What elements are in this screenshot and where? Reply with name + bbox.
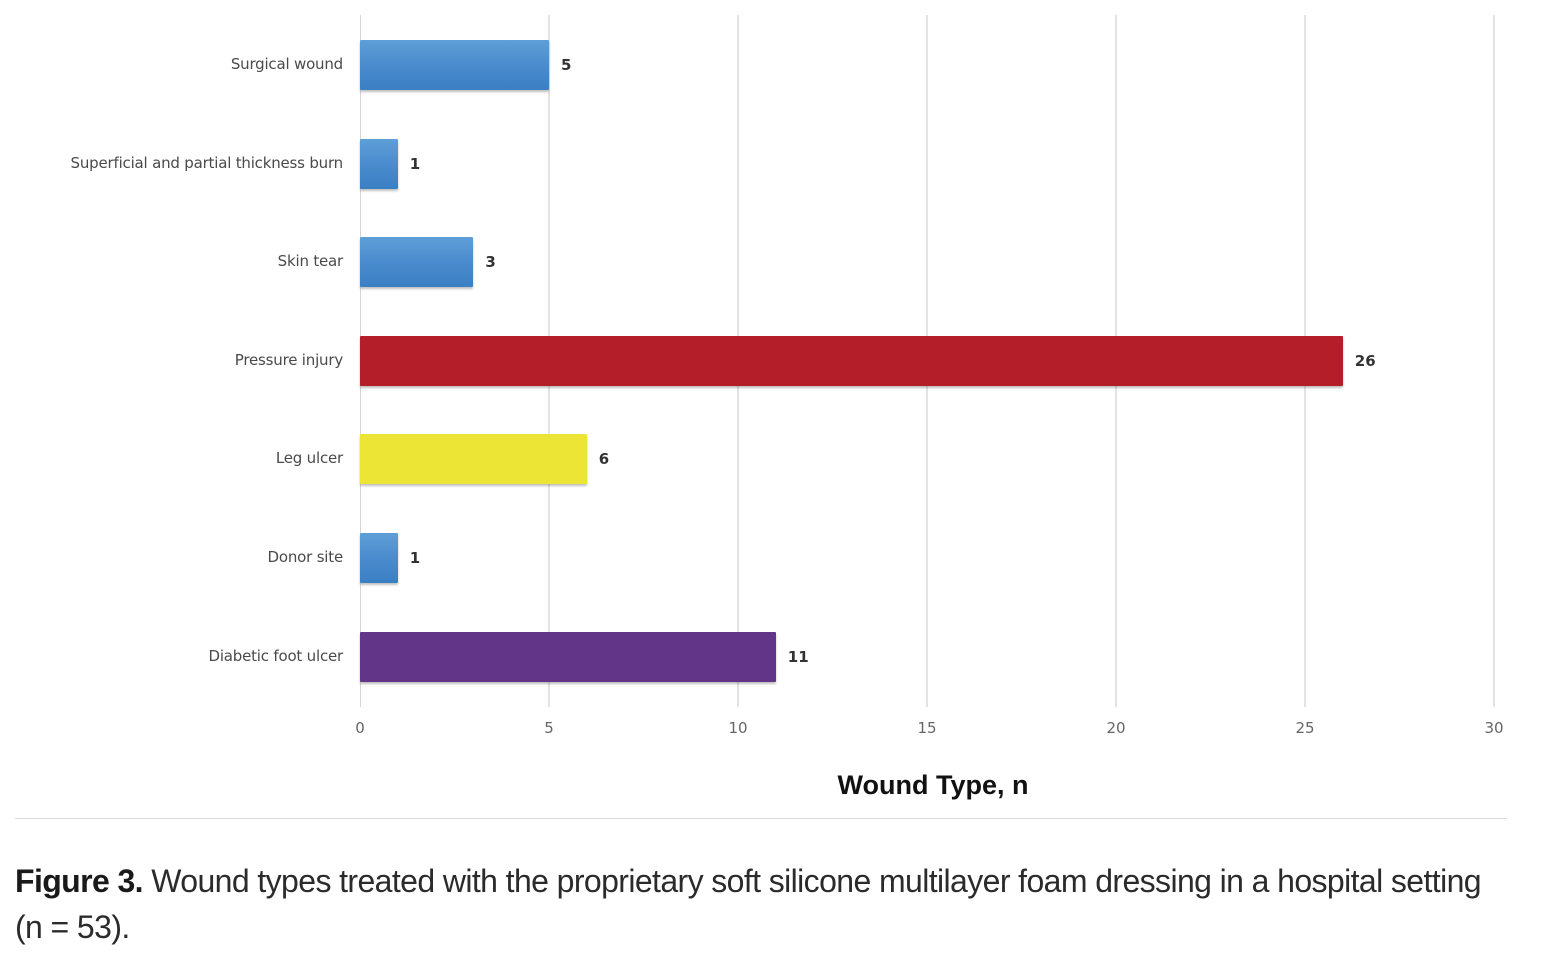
category-label: Leg ulcer bbox=[275, 449, 343, 468]
bar bbox=[360, 335, 1343, 386]
bar bbox=[360, 631, 776, 682]
figure-label: Figure 3. bbox=[15, 863, 144, 899]
data-label: 1 bbox=[409, 549, 421, 567]
category-label: Pressure injury bbox=[234, 350, 343, 369]
bar bbox=[360, 533, 398, 583]
data-label: 3 bbox=[485, 253, 496, 272]
category-label: Donor site bbox=[267, 548, 344, 566]
x-tick-label: 15 bbox=[917, 719, 937, 737]
bar bbox=[360, 138, 398, 189]
bar bbox=[360, 237, 474, 288]
x-tick-label: 20 bbox=[1106, 719, 1126, 737]
x-axis-title: Wound Type, n bbox=[837, 770, 1029, 800]
gridline bbox=[1493, 15, 1495, 707]
caption-divider bbox=[15, 818, 1507, 819]
data-label: 5 bbox=[561, 56, 572, 74]
x-tick-label: 5 bbox=[544, 719, 554, 737]
x-tick-label: 10 bbox=[728, 719, 748, 737]
bar bbox=[360, 434, 587, 485]
x-tick-label: 0 bbox=[355, 719, 365, 737]
bar bbox=[360, 40, 549, 90]
category-label: Surgical wound bbox=[230, 55, 343, 73]
figure-caption: Figure 3. Wound types treated with the p… bbox=[15, 858, 1515, 950]
category-label: Superficial and partial thickness burn bbox=[70, 153, 344, 172]
data-label: 26 bbox=[1354, 351, 1376, 370]
data-label: 6 bbox=[598, 450, 610, 469]
x-tick-label: 25 bbox=[1295, 719, 1315, 737]
data-label: 1 bbox=[409, 154, 421, 173]
caption-text: Wound types treated with the proprietary… bbox=[15, 863, 1482, 945]
category-label: Diabetic foot ulcer bbox=[208, 646, 343, 665]
category-label: Skin tear bbox=[277, 252, 344, 271]
bar-chart: 5 1 3 26 6 1 11 0 5 10 15 20 25 30 Wound Type, n Sur… bbox=[70, 15, 1504, 800]
data-label: 11 bbox=[787, 647, 809, 666]
x-tick-label: 30 bbox=[1484, 719, 1504, 737]
